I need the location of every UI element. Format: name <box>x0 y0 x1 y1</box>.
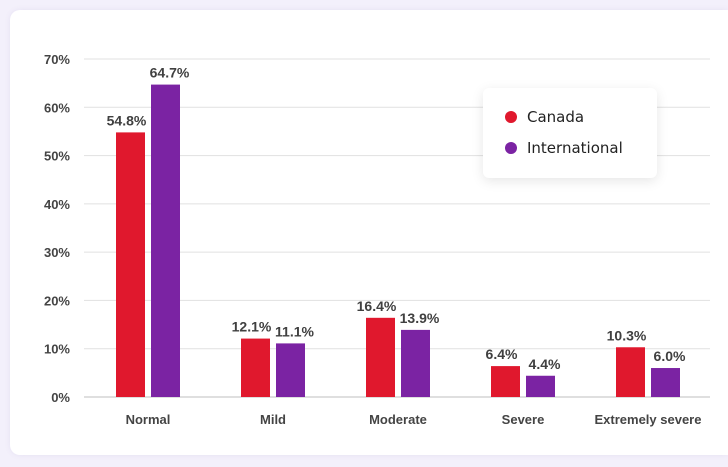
y-tick-label: 60% <box>44 100 70 115</box>
bar-canada-mild <box>241 338 270 397</box>
data-label: 64.7% <box>150 65 190 81</box>
y-tick-label: 50% <box>44 149 70 164</box>
x-tick-label: Extremely severe <box>595 412 702 427</box>
bars <box>116 84 680 397</box>
y-axis: 0% 10% 20% 30% 40% 50% 60% 70% <box>44 52 70 405</box>
y-tick-label: 0% <box>51 390 70 405</box>
bar-canada-normal <box>116 132 145 397</box>
data-label: 6.0% <box>654 348 686 364</box>
bar-canada-extremely-severe <box>616 347 645 397</box>
data-label: 10.3% <box>607 327 647 343</box>
y-tick-label: 10% <box>44 342 70 357</box>
data-label: 12.1% <box>232 319 272 335</box>
bar-canada-moderate <box>366 317 395 397</box>
bar-international-moderate <box>401 329 430 397</box>
legend-dot-international <box>505 142 517 154</box>
data-labels: 54.8% 12.1% 16.4% 6.4% 10.3% 64.7% 11.1% 13.9% 4… <box>107 65 686 372</box>
data-label: 11.1% <box>275 323 314 339</box>
y-tick-label: 20% <box>44 293 70 308</box>
legend-label-international: International <box>527 139 623 157</box>
y-tick-label: 40% <box>44 197 70 212</box>
bar-international-severe <box>526 375 555 397</box>
bar-canada-severe <box>491 366 520 397</box>
bar-international-normal <box>151 84 180 397</box>
legend-item-canada: Canada <box>505 108 584 126</box>
bar-international-extremely-severe <box>651 368 680 397</box>
data-label: 16.4% <box>357 298 397 314</box>
x-axis: Normal Mild Moderate Severe Extremely severe <box>126 412 702 427</box>
data-label: 6.4% <box>486 346 518 362</box>
legend: Canada International <box>483 88 657 178</box>
x-tick-label: Moderate <box>369 412 427 427</box>
y-tick-label: 70% <box>44 52 70 67</box>
legend-dot-canada <box>505 111 517 123</box>
x-tick-label: Normal <box>126 412 171 427</box>
data-label: 13.9% <box>400 310 440 326</box>
x-tick-label: Severe <box>502 412 545 427</box>
data-label: 4.4% <box>529 356 561 372</box>
x-tick-label: Mild <box>260 412 286 427</box>
legend-item-international: International <box>505 139 623 157</box>
legend-label-canada: Canada <box>527 108 585 126</box>
y-tick-label: 30% <box>44 245 70 260</box>
data-label: 54.8% <box>107 112 147 128</box>
bar-international-mild <box>276 343 305 397</box>
